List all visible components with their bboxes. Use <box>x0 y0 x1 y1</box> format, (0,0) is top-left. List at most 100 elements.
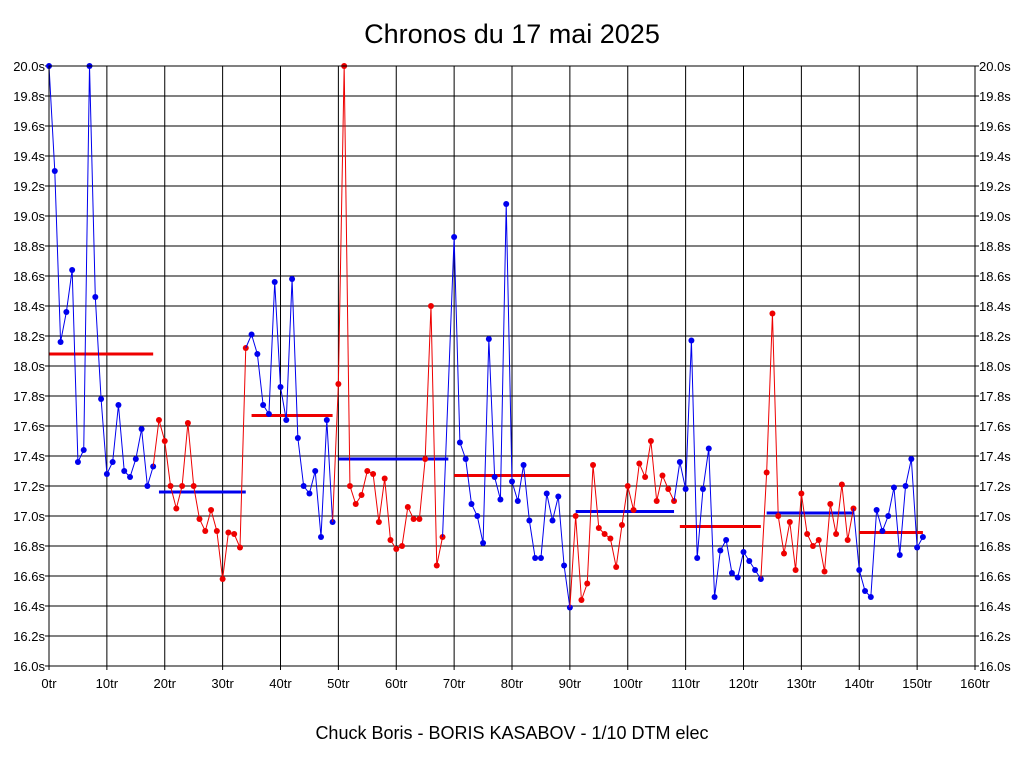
data-point <box>815 537 822 543</box>
series-6 <box>569 438 678 608</box>
data-point <box>717 547 724 554</box>
data-point <box>902 483 909 489</box>
data-point <box>236 544 243 551</box>
data-point <box>590 462 597 468</box>
series-3 <box>245 276 336 540</box>
x-tick-label: 50tr <box>327 676 350 691</box>
data-point <box>462 456 469 462</box>
y-tick-label: 17.8s <box>13 389 45 404</box>
series <box>46 63 926 611</box>
data-point <box>456 439 463 446</box>
series-5 <box>442 201 573 611</box>
x-tick-label: 40tr <box>269 676 292 691</box>
x-tick-label: 20tr <box>154 676 177 691</box>
data-point <box>80 447 87 453</box>
x-tick-label: 30tr <box>211 676 234 691</box>
data-point <box>57 339 64 345</box>
data-point <box>480 540 487 546</box>
data-point <box>370 471 377 477</box>
y-tick-label: 18.6s <box>13 269 45 284</box>
x-tick-label: 150tr <box>902 676 932 691</box>
data-point <box>514 498 521 504</box>
data-point <box>451 234 458 240</box>
x-tick-label: 160tr <box>960 676 990 691</box>
data-point <box>665 486 672 492</box>
data-point <box>138 426 145 432</box>
series-2 <box>152 345 249 582</box>
data-point <box>173 505 180 512</box>
y-tick-label-right: 17.6s <box>979 419 1011 434</box>
data-point <box>862 588 869 594</box>
data-point <box>399 543 406 549</box>
x-tick-label: 0tr <box>41 676 57 691</box>
data-point <box>873 507 880 513</box>
data-point <box>838 481 845 488</box>
y-tick-label-right: 18.6s <box>979 269 1011 284</box>
data-point <box>879 528 886 534</box>
data-point <box>595 525 602 531</box>
data-point <box>740 549 747 555</box>
data-point <box>624 483 631 489</box>
data-point <box>856 567 863 573</box>
data-point <box>497 496 504 503</box>
data-point <box>364 468 371 474</box>
y-tick-label-right: 19.6s <box>979 119 1011 134</box>
data-point <box>699 486 706 492</box>
data-point <box>260 402 267 408</box>
y-tick-label: 16.8s <box>13 539 45 554</box>
data-point <box>289 276 296 282</box>
data-point <box>653 498 660 504</box>
data-point <box>74 459 81 465</box>
data-point <box>254 351 261 357</box>
data-point <box>896 552 903 558</box>
data-point <box>121 468 128 474</box>
data-point <box>705 445 712 452</box>
data-point <box>520 462 527 468</box>
data-point <box>752 567 759 573</box>
x-tick-label: 10tr <box>96 676 119 691</box>
data-point <box>294 435 301 441</box>
data-point <box>711 594 718 600</box>
data-point <box>775 513 782 519</box>
data-point <box>613 564 620 570</box>
data-point <box>387 537 394 543</box>
data-point <box>277 384 284 390</box>
data-point <box>381 475 388 482</box>
data-point <box>763 469 770 476</box>
y-tick-label: 17.2s <box>13 479 45 494</box>
data-point <box>890 484 897 491</box>
x-tick-label: 130tr <box>787 676 817 691</box>
data-point <box>555 493 562 500</box>
y-tick-label-right: 18.2s <box>979 329 1011 344</box>
x-tick-label: 120tr <box>729 676 759 691</box>
data-point <box>358 492 365 498</box>
data-point <box>827 501 834 507</box>
series-8 <box>760 310 857 580</box>
y-tick-label: 18.0s <box>13 359 45 374</box>
data-point <box>607 535 614 542</box>
data-point <box>69 267 76 273</box>
data-point <box>103 471 110 477</box>
data-point <box>659 472 666 479</box>
y-tick-label-right: 18.0s <box>979 359 1011 374</box>
data-point <box>746 558 753 564</box>
data-point <box>786 519 793 525</box>
y-tick-label: 19.2s <box>13 179 45 194</box>
data-point <box>144 483 151 489</box>
data-point <box>208 507 215 513</box>
y-tick-label-right: 19.8s <box>979 89 1011 104</box>
data-point <box>219 576 226 582</box>
y-tick-label-right: 19.2s <box>979 179 1011 194</box>
series-line <box>245 278 334 538</box>
data-point <box>792 567 799 573</box>
data-point <box>503 201 510 207</box>
data-point <box>601 531 608 537</box>
data-point <box>318 534 325 540</box>
y-tick-label: 18.8s <box>13 239 45 254</box>
y-tick-label-right: 16.0s <box>979 659 1011 674</box>
data-point <box>346 483 353 489</box>
y-tick-label: 16.0s <box>13 659 45 674</box>
data-point <box>908 456 915 462</box>
data-point <box>578 597 585 603</box>
data-point <box>202 528 209 534</box>
